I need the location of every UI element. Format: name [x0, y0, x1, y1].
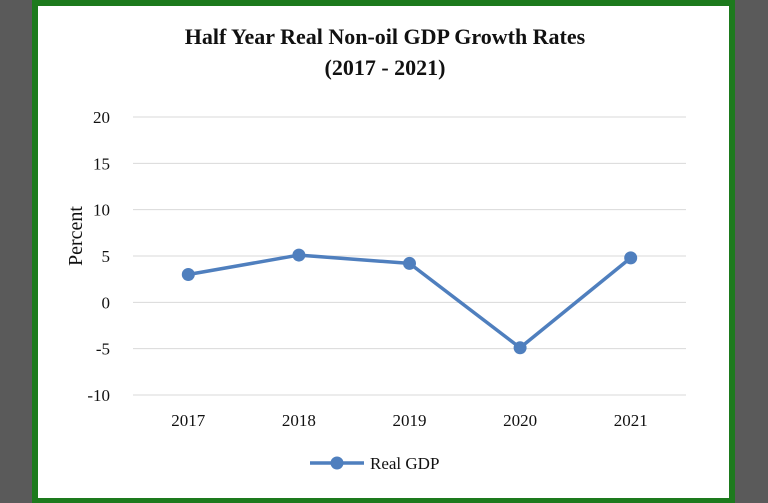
- data-point: [292, 248, 306, 262]
- y-tick-label: 20: [93, 108, 110, 127]
- data-point: [403, 256, 416, 270]
- x-tick-label: 2017: [171, 411, 206, 430]
- x-tick-label: 2019: [393, 411, 427, 430]
- chart-title: Half Year Real Non-oil GDP Growth Rates: [185, 24, 586, 49]
- data-point: [624, 251, 638, 265]
- y-tick-label: 15: [93, 154, 110, 173]
- y-axis-label: Percent: [65, 206, 87, 266]
- y-tick-label: -5: [96, 340, 110, 359]
- y-tick-label: -10: [87, 386, 110, 405]
- x-tick-label: 2020: [503, 411, 537, 430]
- gridlines: [133, 116, 686, 396]
- x-tick-label: 2018: [282, 411, 316, 430]
- y-tick-label: 10: [93, 201, 110, 220]
- y-tick-label: 0: [102, 293, 111, 312]
- chart-subtitle: (2017 - 2021): [325, 55, 446, 80]
- data-point: [513, 341, 527, 355]
- y-tick-label: 5: [102, 247, 111, 266]
- legend-point-marker: [330, 456, 344, 470]
- data-point: [181, 268, 195, 282]
- legend-label: Real GDP: [370, 454, 439, 473]
- y-axis-ticks: 20 15 10 5 0 -5 -10: [87, 108, 110, 405]
- x-axis-ticks: 2017 2018 2019 2020 2021: [171, 411, 647, 430]
- series-real-gdp: [181, 248, 638, 355]
- chart-panel: [38, 6, 729, 498]
- legend: Real GDP: [310, 454, 439, 473]
- x-tick-label: 2021: [614, 411, 648, 430]
